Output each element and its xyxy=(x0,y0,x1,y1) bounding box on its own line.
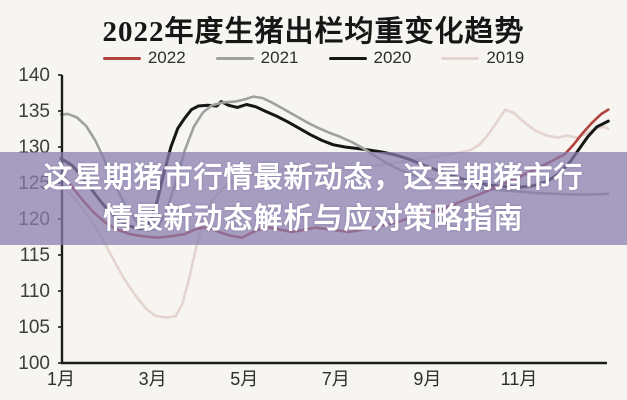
x-tick-label-7月: 7月 xyxy=(322,369,350,389)
legend-label-2020: 2020 xyxy=(373,48,412,67)
headline-line-1: 这星期猪市行情最新动态，这星期猪市行 xyxy=(43,161,584,194)
x-tick-label-5月: 5月 xyxy=(230,369,258,389)
legend-label-2021: 2021 xyxy=(260,48,299,67)
y-tick-label-110: 110 xyxy=(20,281,50,302)
y-tick-label-115: 115 xyxy=(20,245,50,266)
chart-title: 2022年度生猪出栏均重变化趋势 xyxy=(102,16,525,48)
legend-swatch-2021-icon xyxy=(215,56,254,60)
chart-legend: 2022 2021 2020 2019 xyxy=(0,48,627,68)
legend-item-2022: 2022 xyxy=(102,48,186,68)
legend-swatch-2019-icon xyxy=(441,56,480,60)
x-tick-label-3月: 3月 xyxy=(139,369,167,389)
y-tick-label-100: 100 xyxy=(18,353,50,374)
x-tick-label-11月: 11月 xyxy=(501,369,538,389)
legend-label-2019: 2019 xyxy=(486,48,525,67)
legend-label-2022: 2022 xyxy=(147,48,186,67)
y-tick-label-140: 140 xyxy=(18,65,50,86)
headline-overlay-banner: 这星期猪市行情最新动态，这星期猪市行 情最新动态解析与应对策略指南 xyxy=(0,152,627,245)
legend-swatch-2020-icon xyxy=(328,56,367,60)
legend-item-2021: 2021 xyxy=(215,48,299,68)
legend-item-2019: 2019 xyxy=(441,48,524,68)
x-tick-label-1月: 1月 xyxy=(47,369,75,389)
legend-swatch-2022-icon xyxy=(102,56,141,60)
headline-line-2: 情最新动态解析与应对策略指南 xyxy=(103,202,524,235)
legend-item-2020: 2020 xyxy=(328,48,412,68)
y-tick-label-105: 105 xyxy=(18,317,50,338)
x-tick-label-9月: 9月 xyxy=(413,369,441,389)
y-tick-label-135: 135 xyxy=(18,101,50,122)
